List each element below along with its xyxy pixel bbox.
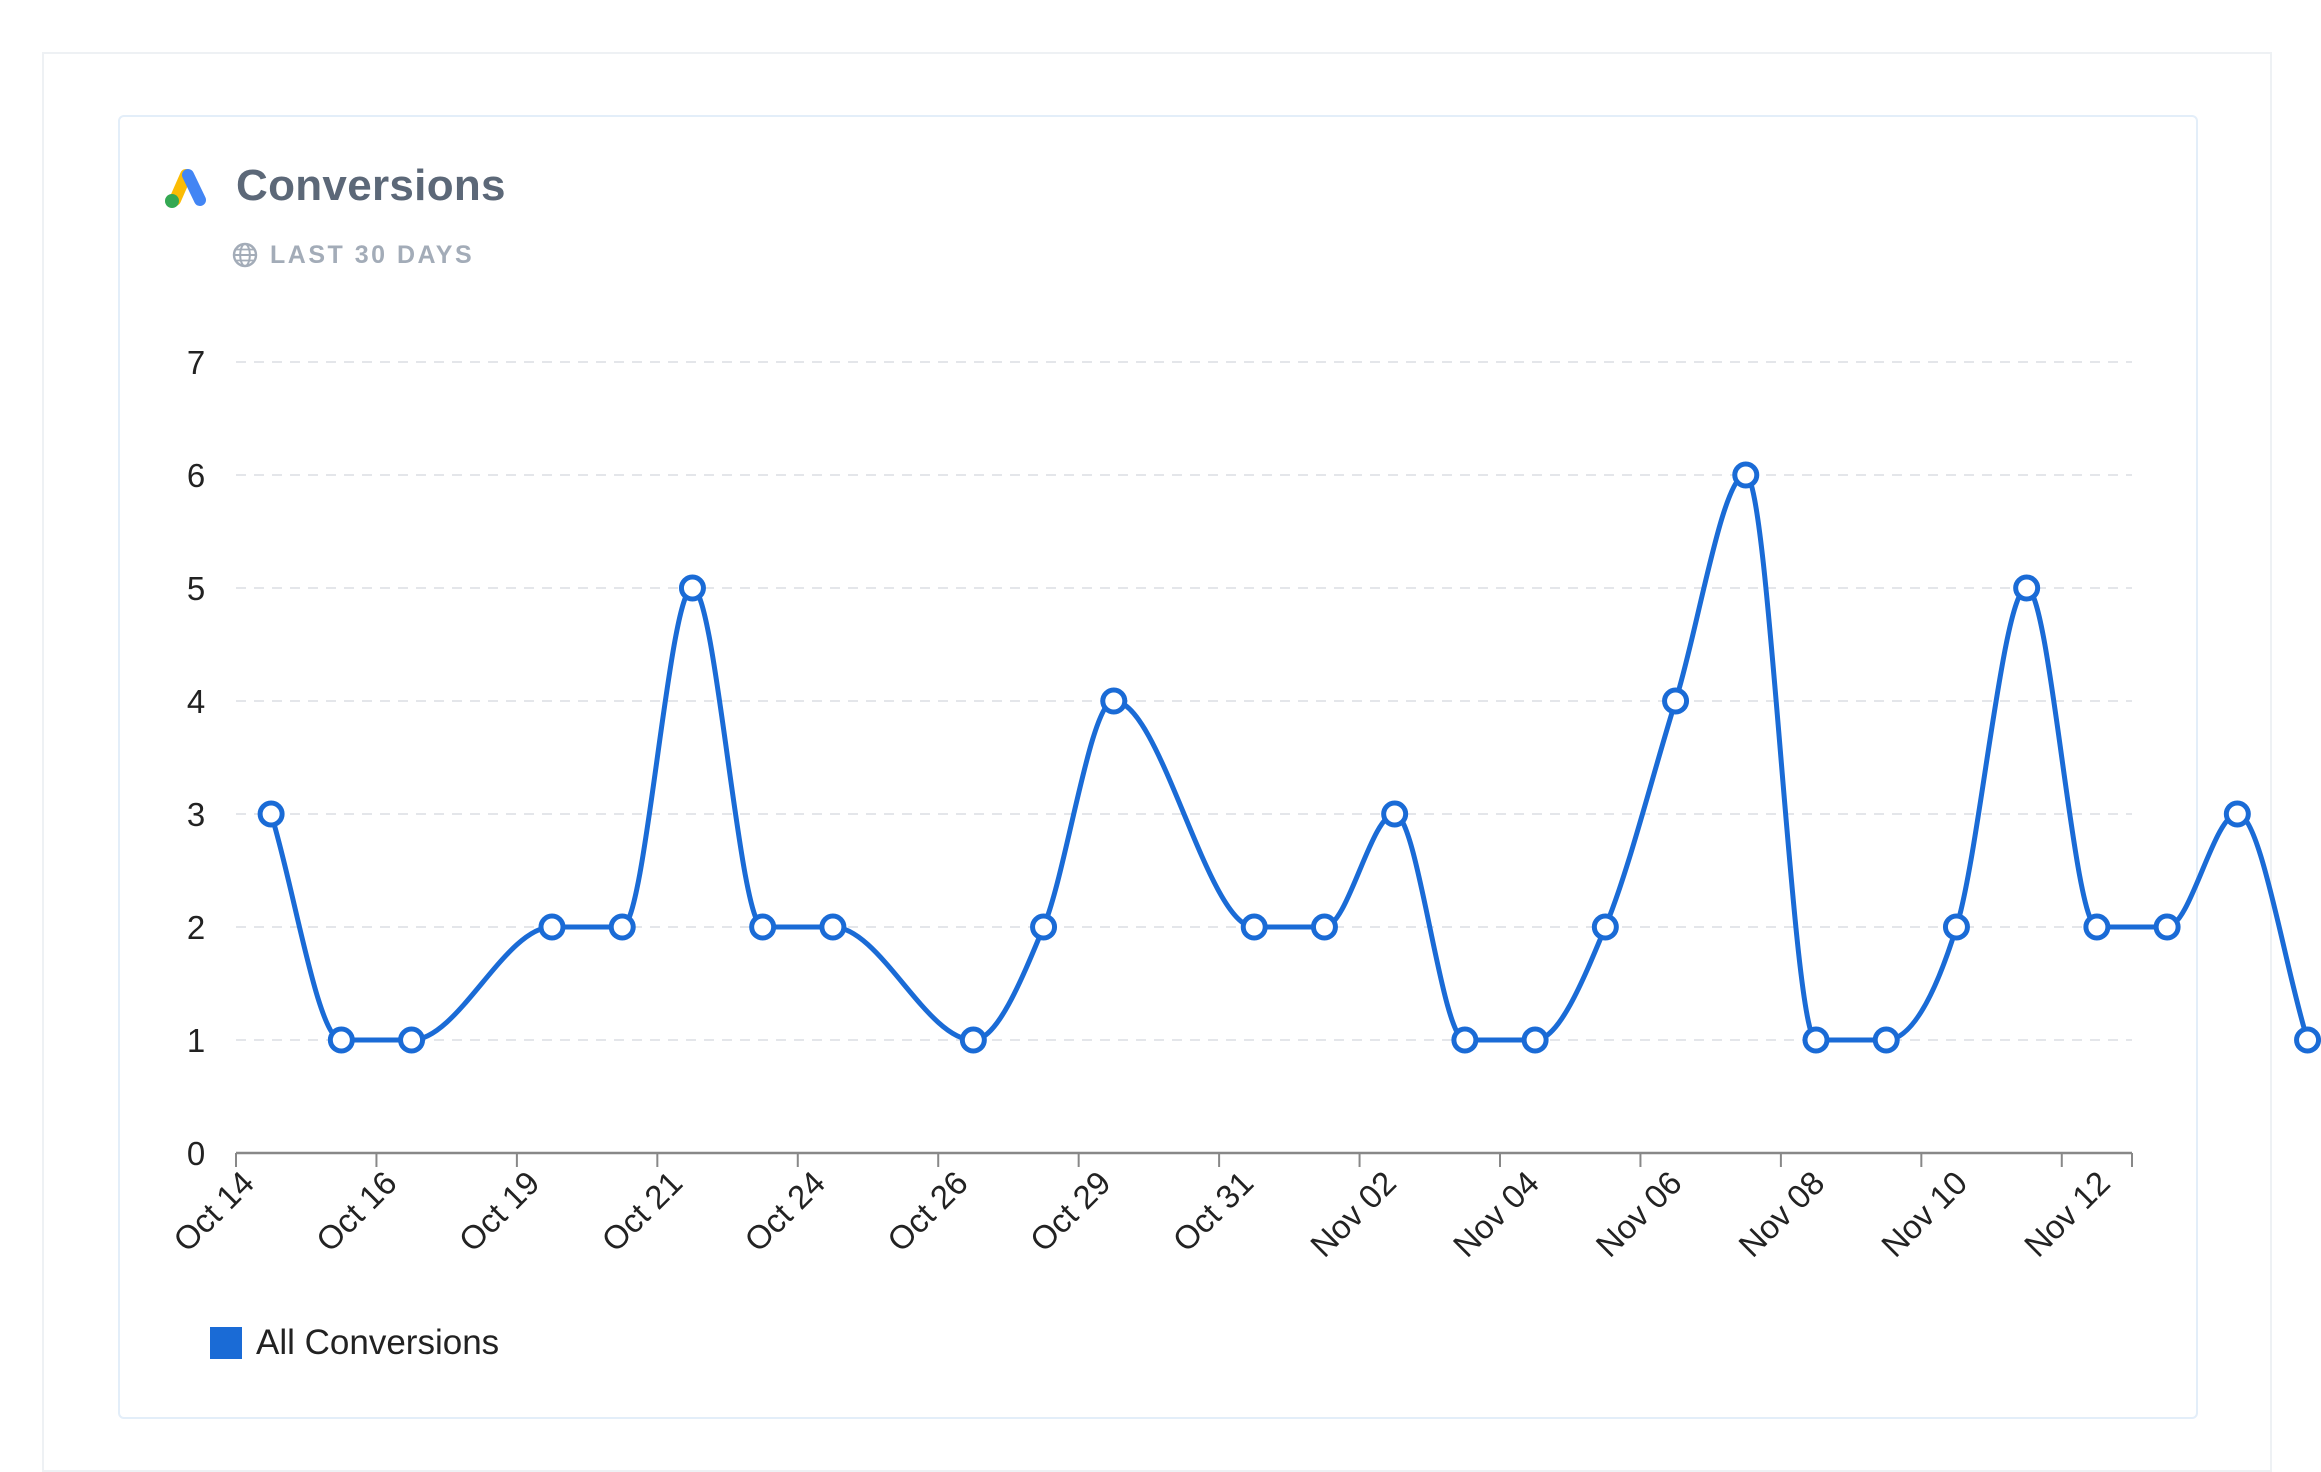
data-point[interactable] <box>1100 687 1128 715</box>
data-point[interactable] <box>2223 800 2251 828</box>
data-point[interactable] <box>1310 913 1338 941</box>
data-point[interactable] <box>1872 1026 1900 1054</box>
period-label: LAST 30 DAYS <box>270 241 475 269</box>
data-point[interactable] <box>257 800 285 828</box>
globe-icon <box>232 242 258 268</box>
data-point[interactable] <box>2294 1026 2321 1054</box>
data-point[interactable] <box>1802 1026 1830 1054</box>
data-point[interactable] <box>327 1026 355 1054</box>
data-point[interactable] <box>608 913 636 941</box>
data-point[interactable] <box>749 913 777 941</box>
data-point[interactable] <box>2013 574 2041 602</box>
data-point[interactable] <box>1240 913 1268 941</box>
legend-label: All Conversions <box>256 1323 500 1362</box>
data-point[interactable] <box>1942 913 1970 941</box>
data-point[interactable] <box>1521 1026 1549 1054</box>
data-point[interactable] <box>1591 913 1619 941</box>
data-point[interactable] <box>1451 1026 1479 1054</box>
conversions-widget-card <box>118 115 2198 1419</box>
data-point[interactable] <box>1381 800 1409 828</box>
data-point[interactable] <box>538 913 566 941</box>
data-point[interactable] <box>2153 913 2181 941</box>
data-point[interactable] <box>678 574 706 602</box>
widget-title: Conversions <box>236 161 506 210</box>
data-point[interactable] <box>819 913 847 941</box>
data-point[interactable] <box>1662 687 1690 715</box>
legend-swatch <box>210 1327 242 1359</box>
google-ads-logo-icon <box>162 164 212 210</box>
data-point[interactable] <box>398 1026 426 1054</box>
data-point[interactable] <box>2083 913 2111 941</box>
data-point[interactable] <box>1732 461 1760 489</box>
data-points <box>257 461 2321 1054</box>
data-point[interactable] <box>1030 913 1058 941</box>
widget-header: Conversions LAST 30 DAYS <box>162 160 1062 280</box>
data-point[interactable] <box>959 1026 987 1054</box>
